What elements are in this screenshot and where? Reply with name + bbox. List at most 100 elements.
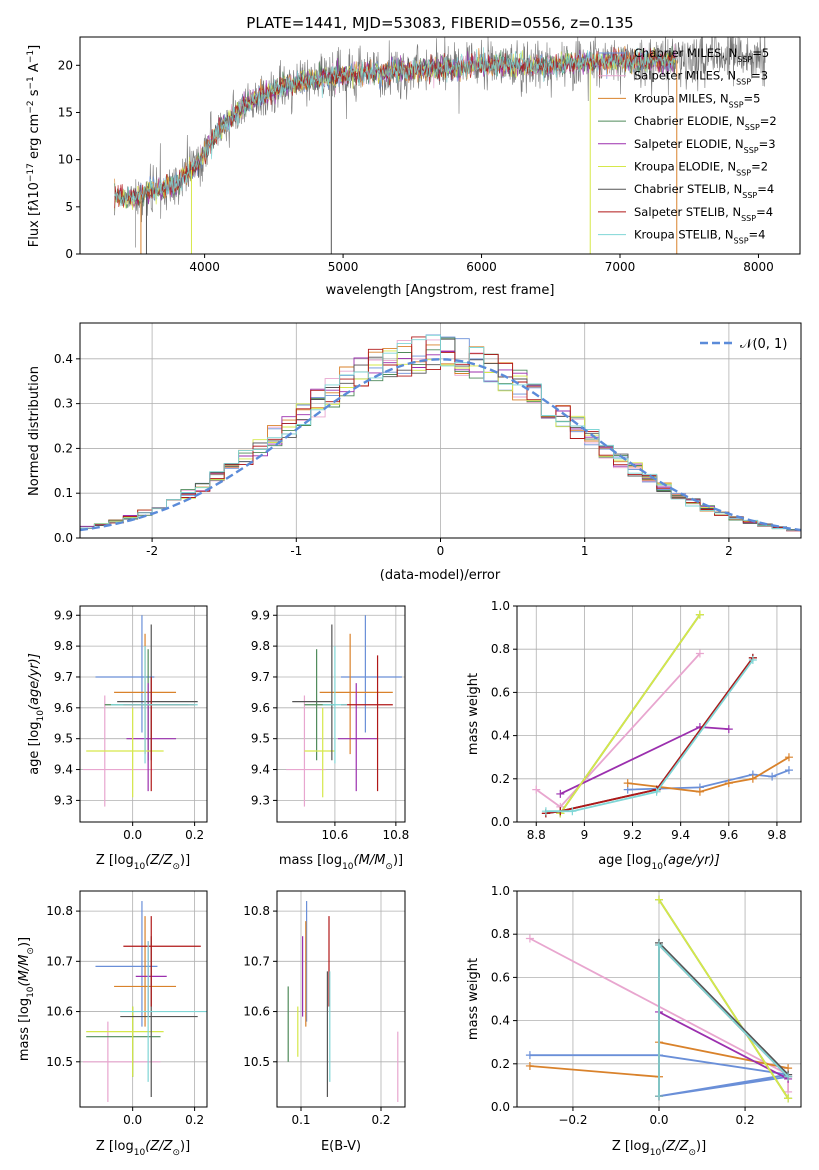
weight-marker [568,807,577,816]
y-axis-label: Normed distribution [27,366,42,496]
model-spectrum-kroupa_stelib [114,47,676,207]
legend-label-main: Chabrier ELODIE, N [634,114,745,128]
y-tick-label: 0.6 [491,970,510,984]
x-axis-label-part: Z [log [612,1139,650,1154]
x-tick-label: 0.2 [185,1113,204,1127]
legend-label-sub: SSP [736,77,751,86]
y-axis-label-part: (age/yr)] [27,653,42,710]
x-tick-label: 1 [581,544,589,558]
legend-label-sub: SSP [736,168,751,177]
legend-label-sub: SSP [737,55,752,64]
y-axis-label-part: age [log [27,722,42,775]
legend-label-tail: =4 [756,205,773,219]
weight-line-kroupa_elodie [559,614,701,814]
y-tick-label: 0.2 [54,441,73,455]
weight_vs_age-frame [516,605,802,823]
y-tick-label: 20 [58,58,73,72]
y-tick-label: 0.2 [491,1057,510,1071]
legend-label-main: Kroupa STELIB, N [634,228,734,242]
y-axis-label-part: λ [27,199,42,208]
legend-label-main: Salpeter ELODIE, N [634,137,744,151]
weight-line-salpeter_elodie [658,1011,789,1080]
x-tick-label: 4000 [189,260,220,274]
legend-label-sub: SSP [744,145,759,154]
x-axis-label-part: )] [180,1139,190,1154]
y-tick-label: 1.0 [491,599,510,613]
legend-label-tail: =2 [751,160,768,174]
y-tick-label: 10.5 [46,1055,73,1069]
x-axis-label: Z [log10(Z/Z⊙)] [96,853,190,872]
x-axis-label: (data-model)/error [380,568,501,583]
y-tick-label: 0 [65,247,73,261]
x-axis-label-part: ⊙ [172,1148,180,1158]
x-tick-label: 8000 [743,260,774,274]
y-axis-label: mass weight [466,958,481,1040]
y-tick-label: 0.8 [491,927,510,941]
x-axis-label-part: 10 [342,862,354,872]
weight_vs_age-series [532,610,793,818]
weight-marker [748,774,757,783]
spectrum-frame [79,36,801,255]
legend-label-tail: =4 [757,182,774,196]
legend-label-main: Chabrier STELIB, N [634,182,742,196]
y-tick-label: 15 [58,105,73,119]
legend-label: Chabrier MILES, NSSP=5 [634,46,769,64]
legend-label-main: Salpeter STELIB, N [634,205,741,219]
weight-marker [784,766,793,775]
legend-label-tail: =5 [752,46,769,60]
x-axis-label-part: )] [393,853,403,868]
x-axis-label-part: Z [log [96,1139,134,1154]
y-tick-label: 10.8 [46,904,73,918]
legend-label-main: Salpeter MILES, N [634,69,736,83]
residuals-frame [79,322,802,539]
histograms [80,334,801,533]
x-axis-label-part: ⊙ [172,862,180,872]
x-axis-label-part: 10 [651,862,663,872]
x-tick-label: -1 [290,544,302,558]
y-tick-label: 10.6 [46,1005,73,1019]
y-tick-label: 0.8 [491,642,510,656]
age_vs_mass-points [286,615,402,807]
legend-label: Chabrier STELIB, NSSP=4 [634,182,774,200]
y-axis-label-part: 10 [36,710,46,722]
x-tick-label: 9.6 [719,828,738,842]
y-tick-label: 0.3 [54,397,73,411]
y-tick-label: 5 [65,200,73,214]
y-axis-label-part: (M/M [17,955,32,987]
legend-label: Salpeter ELODIE, NSSP=3 [634,137,776,155]
legend-label: Chabrier ELODIE, NSSP=2 [634,114,777,132]
mass_vs_Z-frame [79,890,208,1108]
x-axis-label-part: (age/yr)] [663,853,720,868]
y-axis-label-part: 10 [26,986,36,998]
y-tick-label: 10.7 [243,954,270,968]
age_vs_Z-frame [79,605,208,823]
y-tick-label: 0.0 [54,531,73,545]
x-tick-label: 8.8 [527,828,546,842]
x-axis-label-part: ⊙ [385,862,393,872]
x-axis-label-part: (Z/Z [145,853,173,868]
weight-marker [556,789,565,798]
y-axis-label-part: ] [27,45,42,50]
legend-label-tail: =2 [760,114,777,128]
weight-marker [655,1092,663,1101]
legend-label: Kroupa ELODIE, NSSP=2 [634,160,768,178]
x-axis-label: Z [log10(Z/Z⊙)] [612,1139,706,1158]
legend-label-sub: SSP [745,123,760,132]
legend-label: 𝒩(0, 1) [740,337,787,352]
y-axis-label: mass [log10(M/M⊙)] [17,937,36,1061]
legend-label: Kroupa MILES, NSSP=5 [634,91,760,109]
y-tick-label: 9.5 [251,732,270,746]
legend-label: Kroupa STELIB, NSSP=4 [634,228,765,246]
y-tick-label: 0.6 [491,685,510,699]
x-tick-label: 10.8 [382,828,409,842]
legend-label-sub: SSP [729,100,744,109]
y-tick-label: 9.5 [54,732,73,746]
x-axis-label-part: (Z/Z [145,1139,173,1154]
y-axis-label-part: A [27,63,42,76]
x-tick-label: 5000 [328,260,359,274]
legend-label-sub: SSP [741,213,756,222]
mass_vs_Z-points [83,901,207,1102]
x-tick-label: 0 [437,544,445,558]
normal-curve [80,358,801,532]
x-tick-label: 2 [725,544,733,558]
